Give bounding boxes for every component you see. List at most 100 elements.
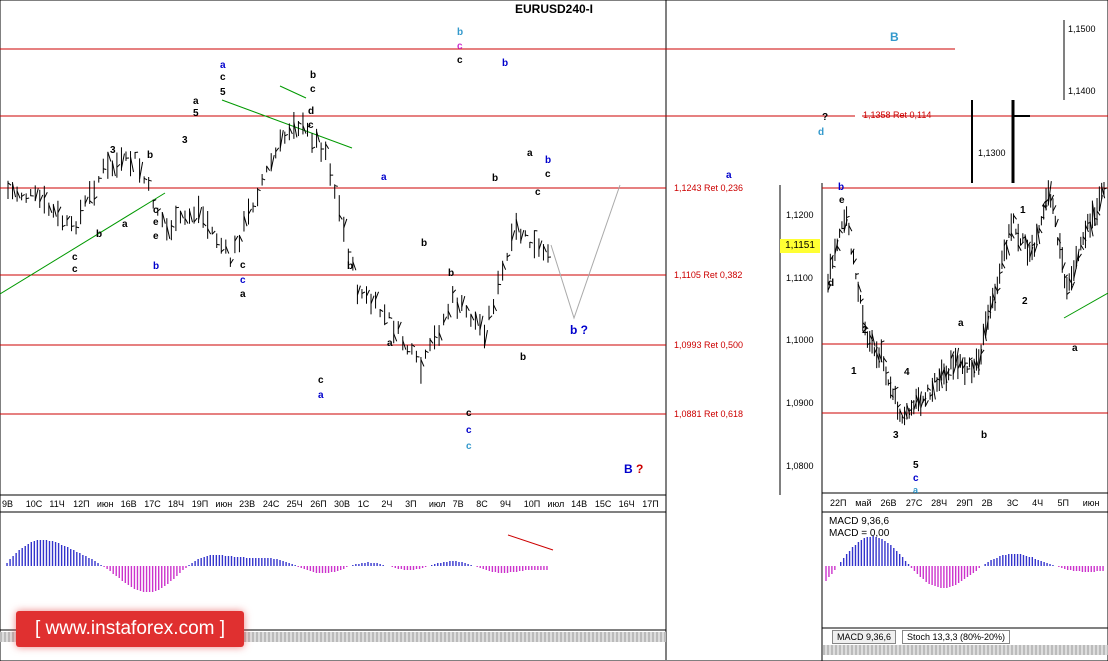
x-tick-right-9: 5П <box>1057 498 1069 508</box>
rwave-c-blue: c <box>913 473 919 484</box>
x-tick-main-10: 23В <box>239 499 256 509</box>
trend-line-3 <box>279 85 307 99</box>
bar-right-tick-4 <box>836 245 841 252</box>
bar-right-tick-1 <box>829 254 834 261</box>
bar-main-tick-34 <box>161 212 166 224</box>
x-tick-main-24: 14В <box>571 499 588 509</box>
bar-right-tick-60 <box>967 368 971 370</box>
x-tick-main-20: 8С <box>476 499 488 509</box>
bar-main-tick-74 <box>343 218 348 228</box>
x-tick-main-8: 19П <box>191 499 209 509</box>
bar-right-tick-16 <box>864 325 869 330</box>
bar-right-tick-42 <box>924 400 929 407</box>
wave-label-3-b: 3 <box>182 135 188 146</box>
bar-main-tick-80 <box>370 295 375 305</box>
bar-main-tick-8 <box>43 192 48 199</box>
bar-right-tick-107 <box>1075 248 1080 267</box>
bar-right-tick-39 <box>917 391 922 408</box>
wave-label-c-blue-2: c <box>466 425 472 436</box>
bar-right-tick-9 <box>848 225 853 232</box>
bar-right-tick-8 <box>846 215 850 219</box>
rwave-b-blue: b <box>838 182 845 193</box>
x-tick-main-25: 15С <box>594 499 612 509</box>
bar-main-tick-43 <box>202 222 207 227</box>
level-label-0993: 1,0993 Ret 0,500 <box>674 340 744 350</box>
trend-lines <box>0 85 1108 319</box>
bar-main-tick-66 <box>307 124 311 128</box>
bar-right-tick-90 <box>1036 224 1041 245</box>
bar-right-tick-111 <box>1084 224 1089 233</box>
right-y-tick-1100: 1,1100 <box>786 273 813 283</box>
x-tick-right-1: май <box>855 498 872 508</box>
x-tick-main-9: июн <box>215 499 233 509</box>
bar-main-tick-15 <box>75 226 80 229</box>
bar-right-tick-91 <box>1038 227 1043 234</box>
bar-right-tick-23 <box>881 340 885 343</box>
bar-main-tick-45 <box>211 230 216 235</box>
tab-macd[interactable]: MACD 9,36,6 <box>832 630 897 644</box>
bar-main-tick-9 <box>48 204 53 214</box>
x-tick-right-4: 28Ч <box>931 498 948 508</box>
x-tick-right-5: 29П <box>956 498 973 508</box>
bar-right-tick-55 <box>955 347 960 367</box>
bar-main-tick-2 <box>16 190 21 199</box>
bar-main-tick-65 <box>302 125 307 134</box>
bar-right-tick-2 <box>832 265 836 268</box>
tab-stoch[interactable]: Stoch 13,3,3 (80%-20%) <box>902 630 1011 644</box>
bar-main-tick-81 <box>375 291 380 300</box>
bar-main-tick-84 <box>389 316 393 319</box>
bar-main-tick-25 <box>120 153 125 169</box>
bar-main-tick-29 <box>139 161 144 179</box>
wave-label-question: ? <box>822 112 829 123</box>
bar-main-tick-36 <box>171 225 175 228</box>
rwave-1: 1 <box>851 366 857 377</box>
bar-right-tick-75 <box>1001 262 1006 269</box>
rwave-b: b <box>981 430 988 441</box>
bar-main-tick-76 <box>352 261 357 271</box>
watermark-logo[interactable]: [ www.instaforex.com ] <box>16 611 244 647</box>
rwave-4: 4 <box>904 367 910 378</box>
macd-title-right: MACD 9,36,6 <box>829 516 890 527</box>
rwave-4b: 4 <box>1042 200 1048 211</box>
bar-main-tick-7 <box>39 194 44 203</box>
price-label-1400: 1,1400 <box>1068 86 1096 96</box>
bar-main-tick-98 <box>452 289 457 294</box>
bar-right-tick-80 <box>1013 214 1017 220</box>
bar-right-tick-109 <box>1080 244 1085 251</box>
bar-main-tick-0 <box>7 182 12 186</box>
bar-main-tick-31 <box>148 179 152 182</box>
x-tick-main-27: 17П <box>642 499 659 509</box>
bar-main-tick-92 <box>425 350 429 354</box>
rwave-a-teal: a <box>913 485 919 495</box>
bar-main-tick-23 <box>111 161 116 177</box>
x-tick-right-8: 4Ч <box>1032 498 1044 508</box>
x-tick-right-6: 2В <box>981 498 993 508</box>
bar-main-tick-47 <box>220 248 225 253</box>
wave-label-e-2: e <box>153 231 159 242</box>
rwave-a-2: a <box>1072 343 1078 354</box>
bar-right-tick-108 <box>1078 253 1082 259</box>
wave-label-a-3: a <box>387 338 393 349</box>
bar-main-tick-58 <box>270 154 275 170</box>
bar-right-tick-95 <box>1047 181 1052 205</box>
bar-right-tick-79 <box>1010 232 1015 239</box>
bar-main-tick-77 <box>356 285 361 296</box>
price-bars-main <box>7 111 552 384</box>
bar-main-tick-105 <box>483 330 488 347</box>
x-tick-main-12: 25Ч <box>286 499 303 509</box>
bar-main-tick-51 <box>238 235 243 242</box>
x-tick-main-2: 11Ч <box>49 499 65 509</box>
level-label-1243: 1,1243 Ret 0,236 <box>674 183 744 193</box>
bar-main-tick-111 <box>511 230 516 241</box>
bar-main-tick-1 <box>12 183 17 198</box>
bar-right-tick-96 <box>1050 194 1055 202</box>
bar-right-tick-48 <box>938 369 943 389</box>
bar-right-tick-52 <box>948 374 952 376</box>
wave-label-a-blue-2: a <box>381 172 387 183</box>
x-tick-main-7: 18Ч <box>168 499 185 509</box>
bar-main-tick-27 <box>130 156 135 173</box>
bar-main-tick-11 <box>57 206 62 213</box>
wave-label-a-blue: a <box>318 390 324 401</box>
